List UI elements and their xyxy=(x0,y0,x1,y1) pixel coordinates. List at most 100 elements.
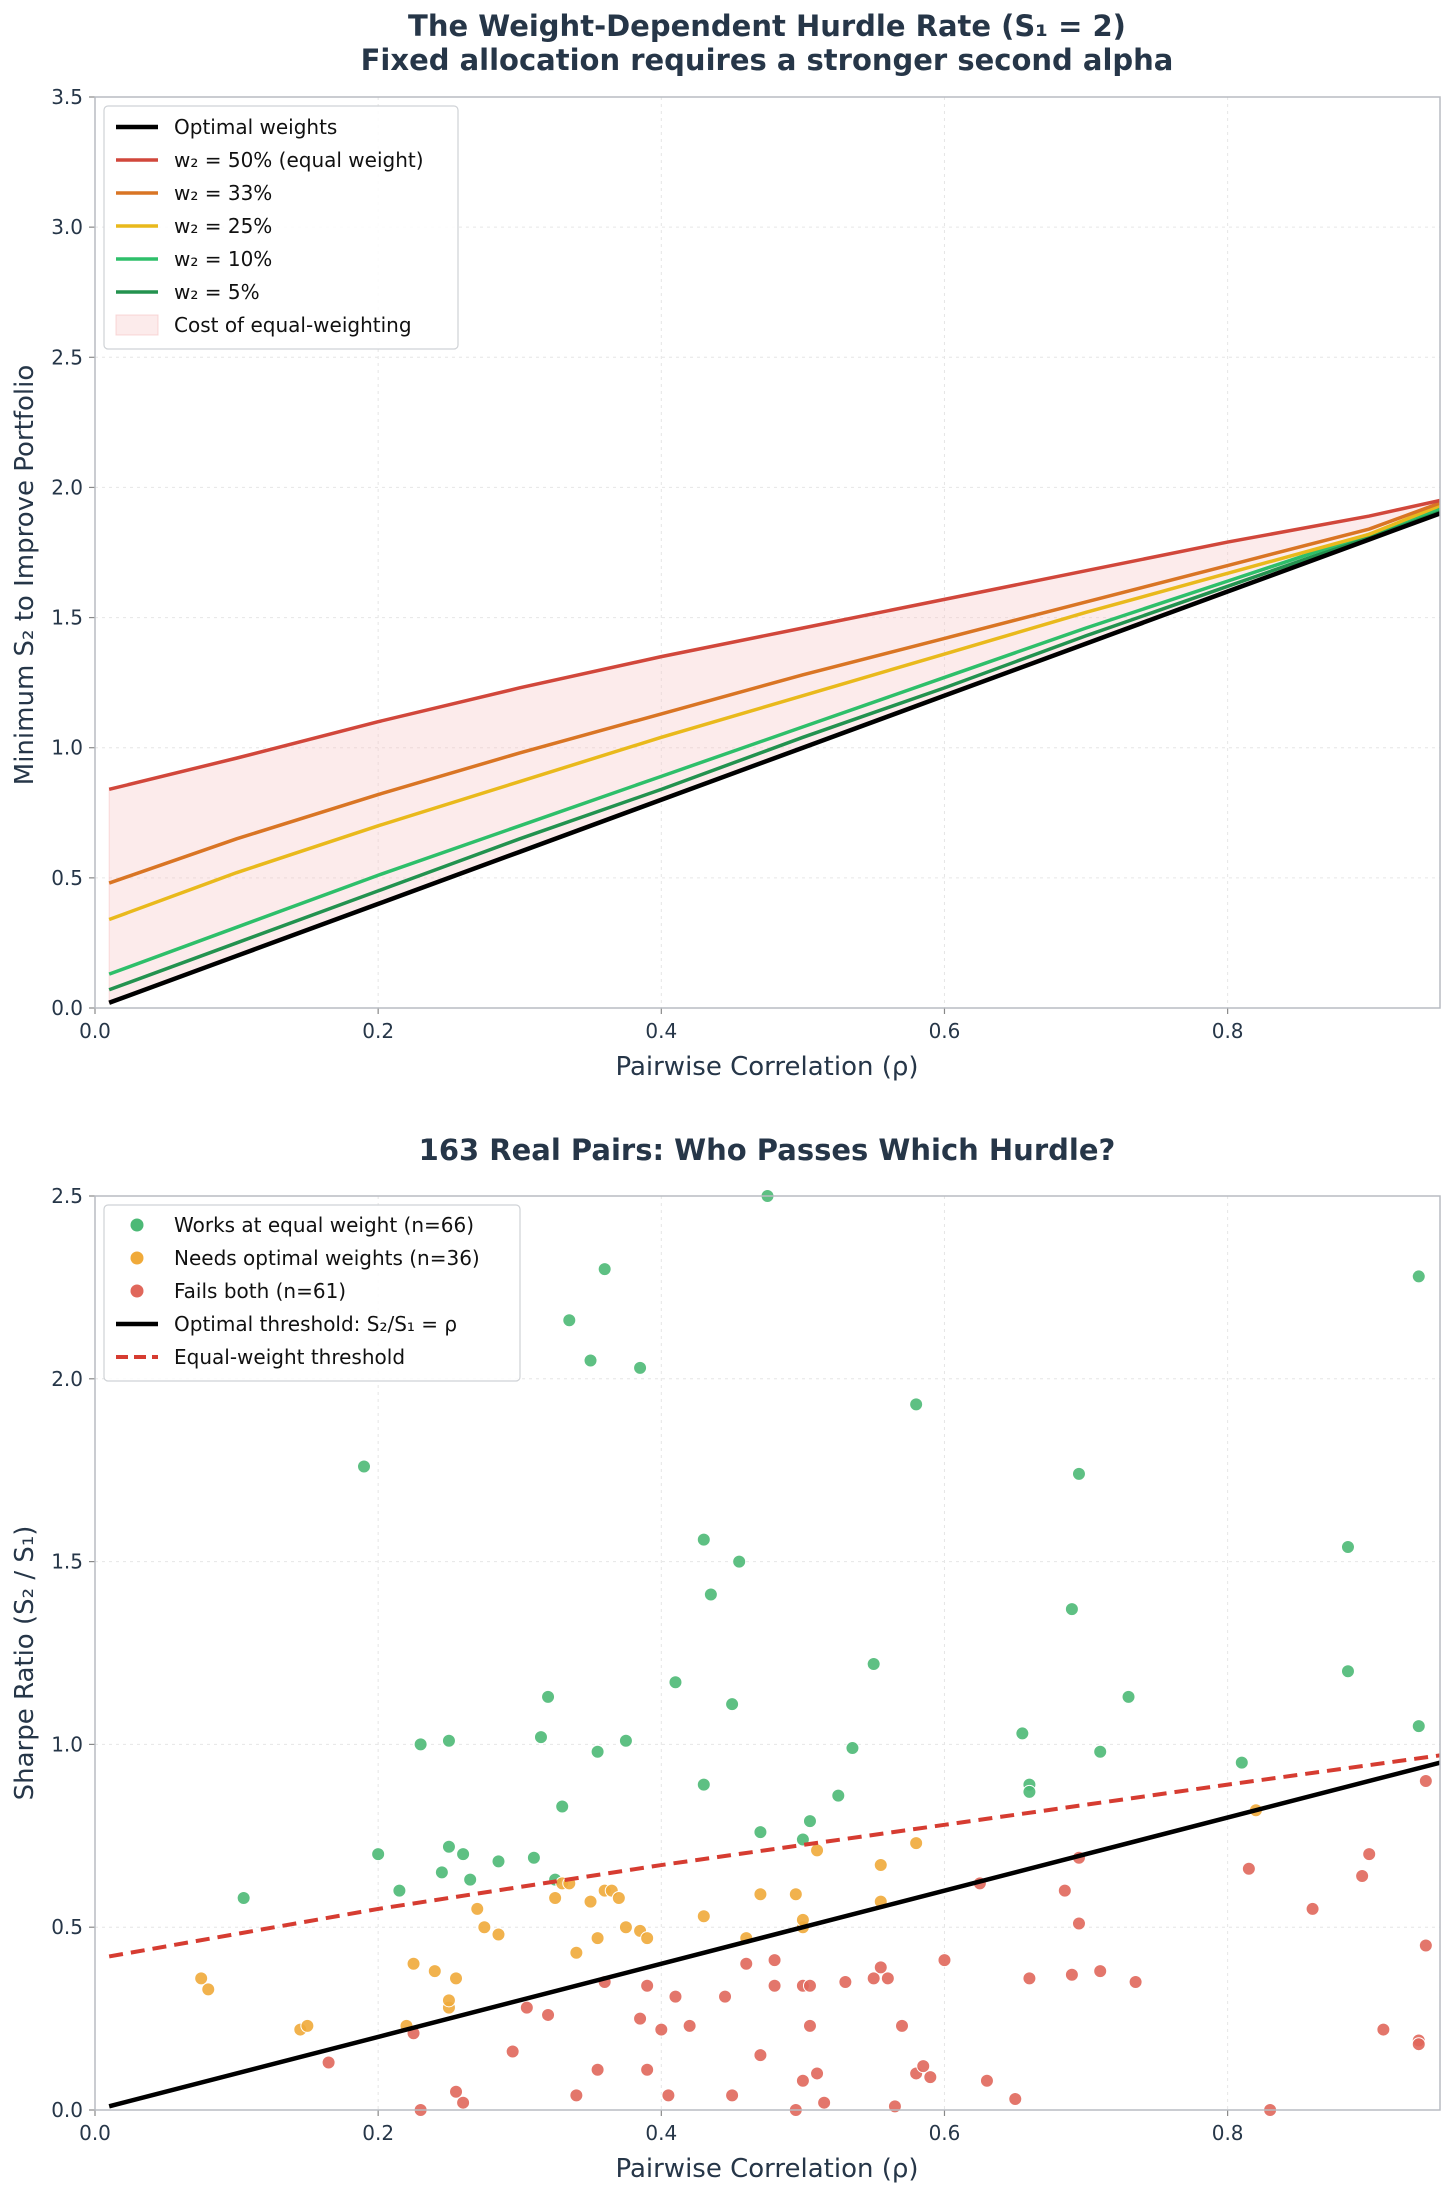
scatter-point xyxy=(696,1909,711,1924)
scatter-point xyxy=(491,1927,506,1942)
scatter-point xyxy=(654,2022,669,2037)
scatter-point xyxy=(456,2095,471,2110)
scatter-point xyxy=(873,1858,888,1873)
scatter-point xyxy=(583,1353,598,1368)
scatter-point xyxy=(533,1730,548,1745)
scatter-point xyxy=(1355,1869,1370,1884)
scatter-point xyxy=(590,1744,605,1759)
scatter-point xyxy=(725,1697,740,1712)
legend-box xyxy=(103,1204,521,1382)
chart2-ylabel: Sharpe Ratio (S₂ / S₁) xyxy=(10,1526,40,1801)
scatter-point xyxy=(1057,1883,1072,1898)
scatter-point xyxy=(703,1587,718,1602)
legend-label: Fails both (n=61) xyxy=(174,1279,346,1303)
scatter-point xyxy=(1376,2022,1391,2037)
scatter-point xyxy=(1015,1726,1030,1741)
x-tick-label: 0.4 xyxy=(645,2121,677,2145)
scatter-point xyxy=(732,1554,747,1569)
scatter-point xyxy=(1241,1861,1256,1876)
scatter-point xyxy=(937,1953,952,1968)
scatter-point xyxy=(802,1814,817,1829)
y-tick-label: 2.0 xyxy=(51,1367,83,1391)
equal-weight-threshold-line xyxy=(108,1753,1440,1959)
scatter-point xyxy=(300,2018,315,2033)
legend-label: Optimal weights xyxy=(174,115,337,139)
chart1-xlabel: Pairwise Correlation (ρ) xyxy=(615,1052,918,1082)
scatter-point xyxy=(569,1945,584,1960)
scatter-point xyxy=(895,2018,909,2033)
scatter-point xyxy=(1022,1971,1037,1986)
scatter-point xyxy=(923,2070,938,2085)
y-tick-label: 1.0 xyxy=(51,736,83,760)
y-tick-label: 0.5 xyxy=(51,1915,83,1939)
scatter-point xyxy=(916,2059,931,2074)
y-tick-label: 1.5 xyxy=(51,606,83,630)
y-tick-label: 2.5 xyxy=(51,345,83,369)
scatter-point xyxy=(1340,1539,1355,1554)
scatter-point xyxy=(618,1733,633,1748)
chart1-legend: Optimal weights w₂ = 50% (equal weight) w₂… xyxy=(103,105,459,350)
chart1-title: The Weight-Dependent Hurdle Rate (S₁ = 2… xyxy=(408,9,1126,43)
scatter-point xyxy=(817,2095,832,2110)
legend-label: w₂ = 25% xyxy=(174,214,272,238)
x-tick-label: 0.2 xyxy=(362,1019,394,1043)
scatter-point xyxy=(1064,1602,1079,1617)
scatter-point xyxy=(583,1894,598,1909)
y-tick-label: 0.0 xyxy=(51,2098,83,2122)
legend-swatch xyxy=(130,1218,144,1232)
scatter-point xyxy=(753,1887,768,1902)
scatter-point xyxy=(873,1960,888,1975)
scatter-point xyxy=(696,1532,711,1547)
scatter-point xyxy=(236,1890,251,1905)
x-tick-label: 0.4 xyxy=(645,1019,677,1043)
scatter-point xyxy=(979,2073,994,2088)
scatter-point xyxy=(753,1825,768,1840)
legend-swatch xyxy=(130,1284,144,1298)
scatter-point xyxy=(810,1843,825,1858)
scatter-point xyxy=(590,2062,605,2077)
scatter-point xyxy=(880,1971,895,1986)
y-tick-label: 0.0 xyxy=(51,996,83,1020)
scatter-point xyxy=(682,2018,697,2033)
plot-marks xyxy=(108,498,1440,1005)
scatter-point xyxy=(597,1262,612,1277)
scatter-point xyxy=(753,2048,768,2063)
scatter-point xyxy=(1362,1847,1377,1862)
scatter-point xyxy=(194,1971,209,1986)
y-tick-label: 3.0 xyxy=(51,215,83,239)
legend-swatch xyxy=(115,314,159,336)
x-tick-label: 0.2 xyxy=(362,2121,394,2145)
scatter-point xyxy=(406,1956,421,1971)
x-tick-label: 0.0 xyxy=(79,2121,111,2145)
scatter-point xyxy=(434,1865,449,1880)
x-tick-label: 0.6 xyxy=(929,2121,961,2145)
series-line-2 xyxy=(108,501,1440,885)
scatter-point xyxy=(795,2073,810,2088)
scatter-point xyxy=(1071,1466,1086,1481)
scatter-point xyxy=(562,1313,577,1328)
scatter-point xyxy=(887,2099,902,2114)
scatter-point xyxy=(519,2000,534,2015)
scatter-point xyxy=(1418,1773,1433,1788)
scatter-point xyxy=(611,1890,626,1905)
scatter-point xyxy=(668,1675,683,1690)
chart1-subtitle: Fixed allocation requires a stronger sec… xyxy=(361,43,1174,77)
legend-label: w₂ = 33% xyxy=(174,181,272,205)
legend-label: Equal-weight threshold xyxy=(174,1345,405,1369)
series-line-4 xyxy=(108,506,1440,976)
scatter-point xyxy=(1064,1967,1079,1982)
scatter-point xyxy=(739,1956,754,1971)
scatter-point xyxy=(1121,1689,1136,1704)
x-tick-label: 0.8 xyxy=(1212,1019,1244,1043)
scatter-point xyxy=(633,2011,648,2026)
chart2-legend: Works at equal weight (n=66) Needs optima… xyxy=(103,1204,521,1382)
legend-label: Needs optimal weights (n=36) xyxy=(174,1246,480,1270)
scatter-point xyxy=(491,1854,506,1869)
scatter-point xyxy=(668,1989,683,2004)
scatter-point xyxy=(392,1883,407,1898)
scatter-point xyxy=(718,1989,733,2004)
scatter-point xyxy=(1093,1744,1108,1759)
scatter-point xyxy=(371,1847,386,1862)
scatter-point xyxy=(357,1459,371,1474)
